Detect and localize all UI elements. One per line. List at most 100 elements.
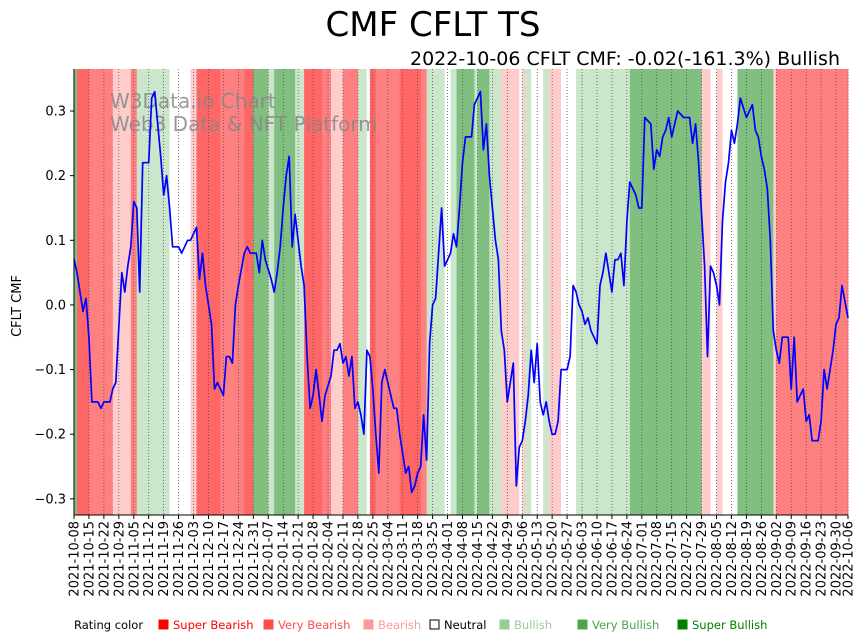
legend-swatch <box>263 619 274 630</box>
x-tick-label: 2022-08-19 <box>740 521 755 597</box>
cmf-series <box>73 90 849 494</box>
x-tick-label: 2022-07-22 <box>680 521 695 597</box>
rating-band <box>764 69 774 515</box>
x-tick-label: 2022-04-08 <box>456 521 471 597</box>
rating-band <box>366 69 371 515</box>
x-tick-label: 2021-11-05 <box>127 521 142 597</box>
x-tick-label: 2022-09-23 <box>815 521 830 597</box>
x-tick-label: 2021-10-22 <box>97 521 112 597</box>
rating-band <box>363 69 368 515</box>
rating-band <box>659 69 670 515</box>
rating-band <box>342 69 353 515</box>
rating-band <box>519 69 523 515</box>
x-tick-label: 2022-07-29 <box>695 521 710 597</box>
rating-band <box>357 69 365 515</box>
rating-band <box>755 69 765 515</box>
rating-band <box>722 69 729 515</box>
x-tick-label: 2021-12-24 <box>232 521 247 597</box>
x-tick-label: 2021-12-03 <box>187 521 202 597</box>
rating-band <box>151 69 165 515</box>
legend-swatch <box>499 619 510 630</box>
x-tick-label: 2022-04-15 <box>471 521 486 597</box>
x-tick-label: 2022-04-22 <box>486 521 501 597</box>
rating-band <box>531 69 535 515</box>
rating-band <box>399 69 422 515</box>
rating-band <box>650 69 661 515</box>
legend-label: Very Bullish <box>592 618 659 632</box>
legend-swatch <box>677 619 688 630</box>
x-tick-label: 2022-08-12 <box>725 521 740 597</box>
x-tick-label: 2022-03-25 <box>426 521 441 597</box>
cmf-line <box>73 90 849 494</box>
rating-band <box>268 69 275 515</box>
date-gridlines <box>73 69 849 515</box>
chart-subtitle: 2022-10-06 CFLT CMF: -0.02(-161.3%) Bull… <box>410 48 840 70</box>
x-tick-label: 2022-01-28 <box>307 521 322 597</box>
rating-band <box>728 69 738 515</box>
x-tick-label: 2022-04-29 <box>501 521 516 597</box>
x-tick-label: 2022-08-05 <box>710 521 725 597</box>
rating-band <box>295 69 305 515</box>
rating-band <box>605 69 616 515</box>
x-tick-label: 2022-05-13 <box>531 521 546 597</box>
legend-label: Bullish <box>514 618 552 632</box>
rating-band <box>420 69 428 515</box>
x-ticks: 2021-10-08 2021-10-15 2021-10-22 2021-10-29… <box>68 515 857 597</box>
legend-swatch <box>429 619 440 630</box>
x-tick-label: 2022-08-26 <box>755 521 770 597</box>
rating-band <box>668 69 679 515</box>
watermark-line-1: W3Data.io Chart <box>110 89 276 113</box>
rating-band <box>695 69 702 515</box>
x-tick-label: 2022-10-06 <box>842 521 857 597</box>
x-tick-label: 2022-01-14 <box>277 521 292 597</box>
rating-band <box>259 69 269 515</box>
x-tick-label: 2022-06-17 <box>605 521 620 597</box>
x-tick-label: 2022-06-24 <box>620 521 635 597</box>
rating-band <box>641 69 652 515</box>
y-ticks: −0.3 −0.2 −0.1 0.0 0.1 0.2 0.3 <box>34 105 74 507</box>
rating-band <box>746 69 756 515</box>
rating-band <box>169 69 185 515</box>
rating-band <box>244 69 254 515</box>
legend-label: Neutral <box>444 618 486 632</box>
legend-label: Super Bullish <box>692 618 767 632</box>
x-tick-label: 2021-10-15 <box>82 521 97 597</box>
rating-band <box>737 69 747 515</box>
rating-band <box>614 69 625 515</box>
rating-band <box>710 69 717 515</box>
rating-band <box>121 69 132 515</box>
y-tick-label: 0.2 <box>45 169 66 184</box>
rating-band <box>292 69 296 515</box>
watermark: W3Data.io Chart Web3 Data & NFT Platform <box>110 89 378 136</box>
rating-band <box>818 69 828 515</box>
legend-label: Very Bearish <box>278 618 350 632</box>
y-tick-label: 0.3 <box>45 105 66 120</box>
rating-band <box>331 69 344 515</box>
x-tick-label: 2021-12-17 <box>217 521 232 597</box>
legend-title: Rating color <box>74 618 143 632</box>
rating-band <box>561 69 568 515</box>
legend-swatch <box>363 619 374 630</box>
rating-band <box>163 69 171 515</box>
y-tick-label: −0.3 <box>34 492 66 507</box>
x-tick-label: 2022-07-15 <box>665 521 680 597</box>
x-tick-label: 2022-02-18 <box>351 521 366 597</box>
rating-band <box>677 69 688 515</box>
rating-band <box>522 69 526 515</box>
rating-band <box>773 69 777 515</box>
x-tick-label: 2022-03-04 <box>381 521 396 597</box>
rating-band <box>322 69 332 515</box>
y-axis-label: CFLT CMF <box>10 275 25 337</box>
y-tick-label: 0.1 <box>45 234 66 249</box>
rating-band <box>477 69 490 515</box>
rating-band <box>468 69 475 515</box>
x-tick-label: 2021-10-08 <box>68 521 83 597</box>
rating-band <box>76 69 90 515</box>
x-tick-label: 2022-04-01 <box>441 521 456 597</box>
rating-band <box>794 69 801 515</box>
x-tick-label: 2022-02-11 <box>336 521 351 597</box>
rating-band <box>525 69 532 515</box>
x-tick-label: 2021-10-29 <box>112 521 127 597</box>
x-tick-label: 2022-05-27 <box>561 521 576 597</box>
